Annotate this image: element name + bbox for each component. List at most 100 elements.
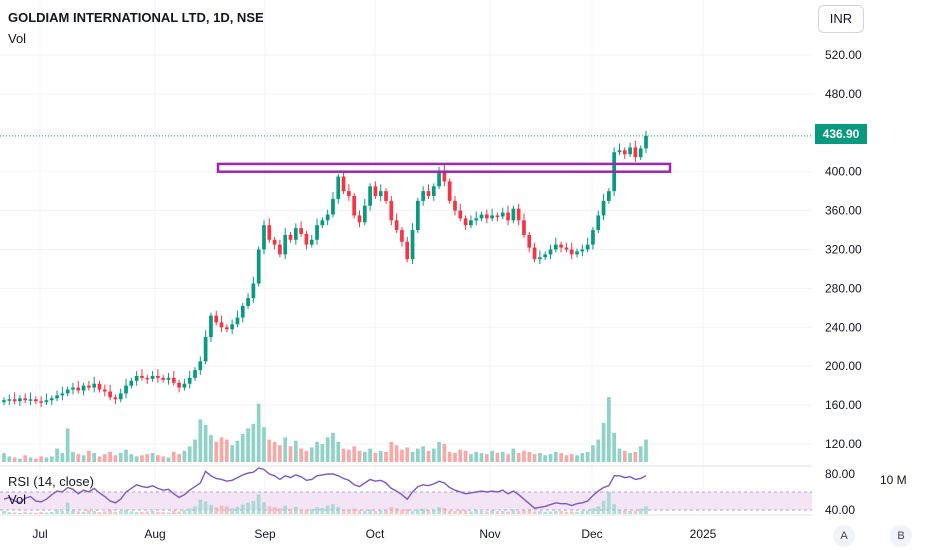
rsi-volume-bar <box>644 506 648 514</box>
rsi-volume-bar <box>511 509 516 514</box>
volume-bar <box>240 433 245 462</box>
rsi-volume-bar <box>384 510 388 514</box>
candle <box>198 361 203 371</box>
candle <box>437 171 441 187</box>
volume-bar <box>628 453 632 462</box>
rsi-volume-bar <box>267 506 272 514</box>
rsi-volume-bar <box>575 511 579 514</box>
volume-bar <box>251 423 256 462</box>
volume-bar <box>559 453 563 462</box>
candle <box>331 198 335 215</box>
rsi-volume-bar <box>177 511 181 514</box>
volume-bar <box>97 456 102 462</box>
x-tick-label: Aug <box>144 527 165 541</box>
volume-bar <box>394 445 399 462</box>
candle <box>129 380 134 386</box>
rsi-volume-bar <box>256 494 261 514</box>
volume-axis-label: 10 M <box>880 473 907 487</box>
volume-bar <box>315 441 319 462</box>
y-tick-label: 120.00 <box>825 437 862 451</box>
volume-bar <box>378 450 383 462</box>
x-tick-label: Nov <box>479 527 500 541</box>
rsi-volume-bar <box>39 512 43 514</box>
volume-bar <box>309 447 314 462</box>
volume-bar <box>400 449 404 462</box>
volume-bar <box>474 451 479 462</box>
candle <box>156 375 160 378</box>
rsi-volume-bar <box>352 508 357 514</box>
volume-bar <box>171 451 176 462</box>
rsi-volume-bar <box>426 510 431 514</box>
candle <box>12 399 17 402</box>
rsi-volume-bar <box>612 504 617 514</box>
candle <box>55 395 59 399</box>
volume-bar <box>389 441 394 462</box>
candle <box>469 220 473 226</box>
volume-bar <box>161 456 166 462</box>
volume-bar <box>607 397 611 462</box>
rsi-volume-bar <box>12 512 17 514</box>
volume-bar <box>193 439 197 462</box>
rsi-volume-bar <box>479 510 484 514</box>
candle <box>495 215 500 217</box>
volume-bar <box>65 428 70 462</box>
candle <box>320 220 325 226</box>
volume-bar <box>60 453 65 462</box>
rsi-volume-bar <box>421 508 426 514</box>
resistance-zone[interactable] <box>216 162 672 173</box>
volume-bar <box>596 439 601 462</box>
volume-bar <box>522 450 526 462</box>
volume-bar <box>638 446 643 462</box>
y-tick-label: 160.00 <box>825 398 862 412</box>
candle <box>447 181 452 201</box>
rsi-volume-bar <box>224 506 229 514</box>
rsi-volume-bar <box>134 512 139 514</box>
candle <box>389 200 394 221</box>
rsi-volume-bar <box>336 507 341 514</box>
volume-bar <box>575 455 579 462</box>
y-tick-label: 480.00 <box>825 87 862 101</box>
candle <box>214 315 219 323</box>
candle <box>81 385 86 391</box>
rsi-volume-bar <box>171 510 176 514</box>
chart-title: GOLDIAM INTERNATIONAL LTD, 1D, NSE <box>8 10 264 25</box>
candle <box>426 191 431 197</box>
volume-bar <box>203 425 208 462</box>
candle <box>538 257 542 260</box>
candle <box>638 148 643 158</box>
rsi-volume-bar <box>622 510 627 514</box>
candle <box>553 244 558 250</box>
candle <box>543 254 548 258</box>
candle <box>33 399 38 402</box>
volume-bar <box>325 437 330 462</box>
volume-bar <box>278 445 282 462</box>
candle <box>2 400 6 403</box>
volume-bar <box>585 451 590 462</box>
volume-bar <box>437 441 441 462</box>
volume-bar <box>118 453 123 462</box>
volume-bar <box>484 454 489 462</box>
rsi-volume-bar <box>145 511 150 514</box>
rsi-volume-bar <box>628 510 632 514</box>
currency-selector[interactable]: INR <box>818 5 864 33</box>
candle <box>113 397 118 400</box>
rsi-volume-bar <box>405 509 410 514</box>
volume-bar <box>580 453 585 462</box>
candle <box>352 196 357 216</box>
log-scale-button[interactable]: B <box>890 525 912 547</box>
candle <box>230 324 235 330</box>
volume-bar <box>129 454 134 462</box>
candle <box>187 377 192 384</box>
volume-bar <box>469 454 473 462</box>
candle <box>193 370 197 378</box>
auto-scale-button[interactable]: A <box>833 525 855 547</box>
candle <box>240 305 245 318</box>
candle <box>341 176 346 192</box>
candle <box>209 315 213 338</box>
rsi-volume-bar <box>7 512 12 514</box>
rsi-volume-bar <box>251 501 256 514</box>
rsi-volume-bar <box>230 508 235 514</box>
rsi-volume-bar <box>60 510 65 514</box>
rsi-band <box>0 492 812 510</box>
